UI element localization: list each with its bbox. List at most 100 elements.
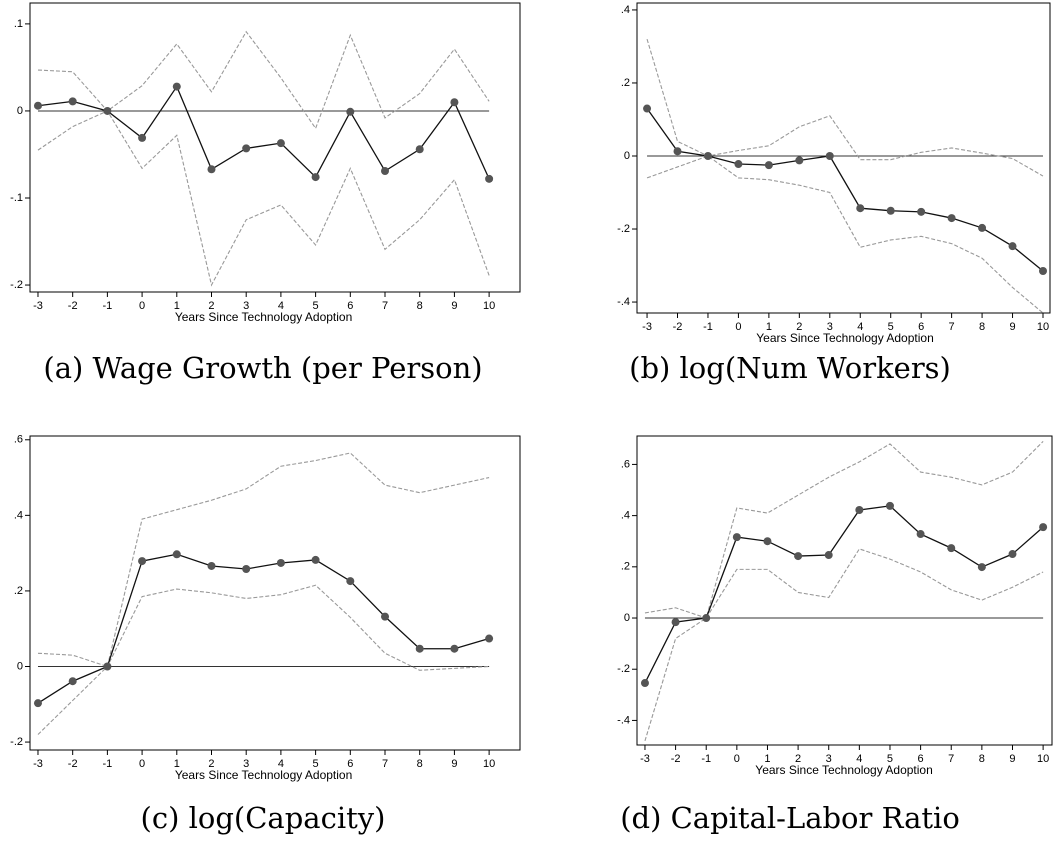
marker: [346, 107, 355, 116]
plot-frame: [29, 435, 521, 751]
marker: [311, 555, 320, 564]
x-tick-label: 3: [243, 300, 249, 312]
marker: [68, 97, 77, 106]
x-tick-label: 9: [1009, 321, 1015, 333]
x-tick-label: 0: [735, 321, 741, 333]
x-tick-label: -2: [673, 321, 683, 333]
x-tick-label: 8: [979, 321, 985, 333]
x-tick-label: -1: [703, 321, 713, 333]
panel-caption: (a) Wage Growth (per Person): [43, 351, 482, 385]
x-tick-label: 9: [451, 758, 457, 770]
plot-frame: [29, 2, 521, 293]
x-tick-label: 6: [918, 753, 924, 765]
x-tick-label: 9: [1009, 753, 1015, 765]
y-tick-label: 0: [624, 612, 630, 624]
marker: [381, 612, 390, 621]
x-axis-label: Years Since Technology Adoption: [175, 768, 352, 782]
x-tick-label: 0: [139, 300, 145, 312]
y-tick-label: .4: [621, 4, 630, 16]
marker: [138, 557, 147, 566]
x-tick-label: 7: [949, 321, 955, 333]
marker: [68, 677, 77, 686]
marker: [450, 98, 459, 107]
marker: [415, 145, 424, 154]
x-tick-label: 1: [174, 758, 180, 770]
y-tick-label: -.4: [617, 296, 630, 308]
x-tick-label: -1: [102, 300, 112, 312]
marker: [856, 204, 865, 213]
marker: [415, 644, 424, 653]
x-tick-label: 2: [208, 758, 214, 770]
estimate-line: [37, 553, 490, 704]
marker: [1008, 550, 1017, 559]
marker: [763, 537, 772, 546]
x-tick-label: 3: [826, 753, 832, 765]
x-tick-label: 5: [887, 753, 893, 765]
x-tick-label: 6: [347, 300, 353, 312]
x-tick-label: 1: [766, 321, 772, 333]
x-tick-label: 0: [734, 753, 740, 765]
marker: [485, 634, 494, 643]
x-tick-label: 5: [313, 300, 319, 312]
x-tick-label: 3: [827, 321, 833, 333]
x-axis-label: Years Since Technology Adoption: [756, 331, 933, 345]
x-tick-label: 5: [888, 321, 894, 333]
marker: [795, 156, 804, 165]
marker: [671, 618, 680, 627]
y-tick-label: 0: [17, 105, 23, 117]
x-axis-label: Years Since Technology Adoption: [175, 310, 352, 324]
x-tick-label: 1: [764, 753, 770, 765]
marker: [702, 614, 711, 623]
ci-line: [644, 440, 1044, 619]
marker: [643, 104, 652, 113]
marker: [207, 165, 216, 174]
panel-caption: (d) Capital-Labor Ratio: [620, 801, 960, 835]
ci-line: [644, 548, 1044, 742]
x-tick-label: 4: [278, 300, 284, 312]
marker: [33, 101, 42, 110]
marker: [485, 174, 494, 183]
marker: [242, 144, 251, 153]
y-tick-label: 0: [624, 150, 630, 162]
marker: [33, 699, 42, 708]
x-tick-label: -1: [102, 758, 112, 770]
marker: [673, 147, 682, 156]
x-tick-label: -3: [33, 758, 43, 770]
marker: [886, 206, 895, 215]
marker: [916, 530, 925, 539]
y-tick-label: -.4: [617, 714, 630, 726]
estimate-line: [644, 505, 1044, 684]
y-tick-label: .4: [621, 510, 630, 522]
x-tick-label: 10: [483, 758, 495, 770]
marker: [947, 544, 956, 553]
x-tick-label: -2: [671, 753, 681, 765]
x-tick-label: 7: [382, 300, 388, 312]
marker: [138, 133, 147, 142]
x-tick-label: 2: [795, 753, 801, 765]
marker: [1038, 267, 1047, 276]
x-tick-label: 6: [347, 758, 353, 770]
marker: [855, 505, 864, 514]
x-tick-label: 4: [278, 758, 284, 770]
y-tick-label: .1: [14, 18, 23, 30]
plot-frame: [636, 2, 1051, 314]
panel-caption: (b) log(Num Workers): [629, 351, 951, 385]
marker: [885, 501, 894, 510]
marker: [703, 151, 712, 160]
ci-line: [646, 155, 1044, 314]
marker: [978, 223, 987, 232]
estimate-line: [646, 108, 1044, 272]
marker: [311, 173, 320, 182]
x-tick-label: 6: [918, 321, 924, 333]
x-tick-label: -2: [68, 300, 78, 312]
marker: [450, 644, 459, 653]
y-tick-label: .6: [621, 458, 630, 470]
x-tick-label: 1: [174, 300, 180, 312]
x-tick-label: 0: [139, 758, 145, 770]
marker: [734, 160, 743, 169]
marker: [381, 167, 390, 176]
y-tick-label: -.2: [617, 663, 630, 675]
plot-frame: [636, 435, 1053, 746]
ci-line: [37, 30, 490, 130]
